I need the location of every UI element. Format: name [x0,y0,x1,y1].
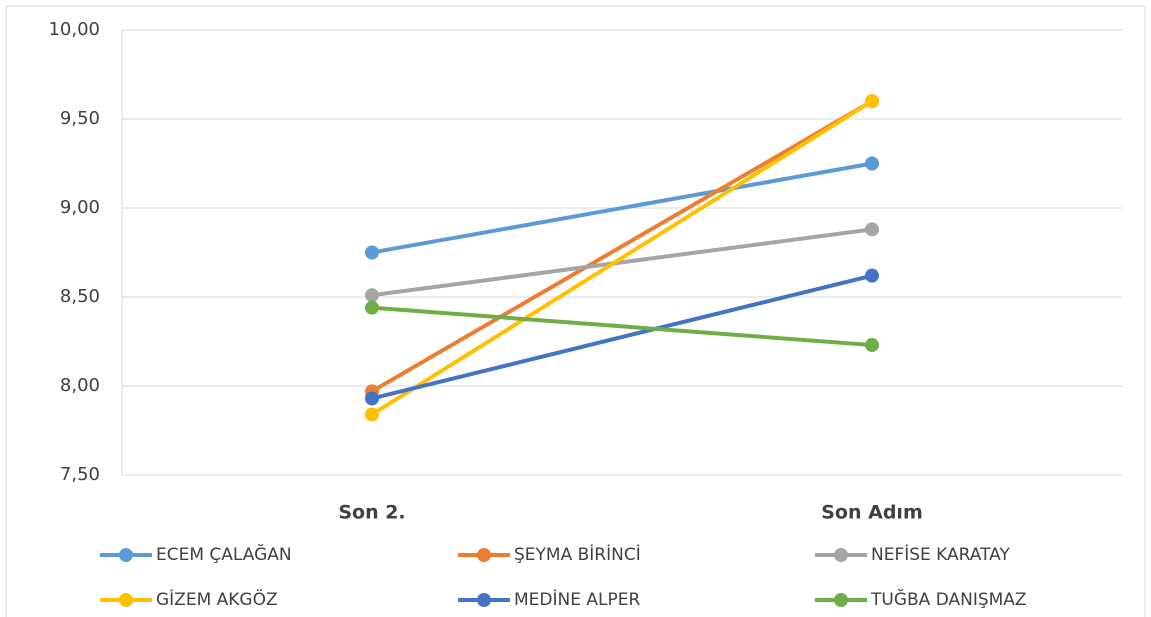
legend-marker [834,593,848,607]
series-line [370,273,874,401]
chart-frame [5,5,1146,617]
legend-marker [119,593,133,607]
y-tick-label: 9,50 [60,108,100,129]
legend-label: GİZEM AKGÖZ [156,588,278,610]
legend-marker [477,548,491,562]
series-line [370,227,874,298]
legend-label: MEDİNE ALPER [514,589,640,610]
y-tick-label: 9,00 [60,197,100,218]
y-tick-label: 8,00 [60,375,100,396]
point-marker [365,245,379,260]
legend-box [45,536,1105,617]
point-marker [865,338,879,353]
legend-marker [119,548,133,562]
x-tick-label: Son 2. [338,502,405,524]
point-marker [365,300,379,315]
point-marker [865,222,879,237]
y-tick-label: 10,00 [48,19,100,40]
point-marker [365,407,379,422]
legend-label: TUĞBA DANIŞMAZ [870,588,1027,610]
y-tick-label: 7,50 [60,464,100,485]
legend-label: NEFİSE KARATAY [871,544,1010,565]
point-marker [365,391,379,406]
y-tick-label: 8,50 [60,286,100,307]
point-marker [865,156,879,171]
legend-marker [834,548,848,562]
legend-label: ŞEYMA BİRİNCİ [514,544,641,565]
series-line [370,305,874,348]
legend-label: ECEM ÇALAĞAN [156,543,292,565]
x-tick-label: Son Adım [821,502,923,524]
series-line [370,99,874,417]
series-line [370,99,874,394]
legend-marker [477,593,491,607]
point-marker [365,288,379,303]
point-marker [865,94,879,109]
point-marker [865,268,879,283]
series-line [370,161,874,255]
